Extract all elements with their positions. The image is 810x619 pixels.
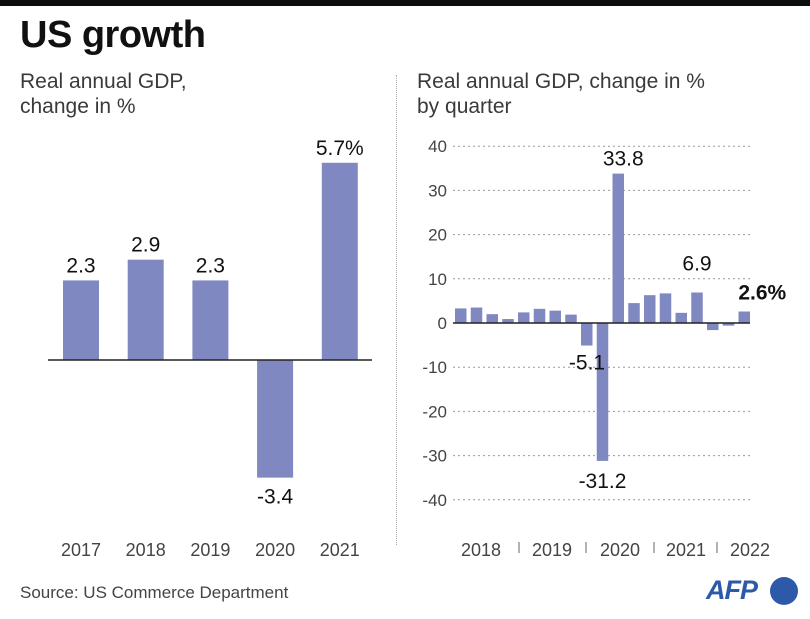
quarterly-y-tick-label: 20 (428, 226, 447, 245)
quarterly-y-tick-label: -20 (422, 402, 447, 421)
quarterly-annotation-label: -31.2 (579, 470, 627, 493)
annual-subtitle-line-2: change in % (20, 95, 136, 118)
quarterly-annotation-label: 33.8 (603, 148, 644, 171)
quarterly-year-label: 2020 (600, 540, 640, 560)
annual-data-label: -3.4 (257, 486, 294, 509)
source-note: Source: US Commerce Department (20, 583, 289, 602)
quarterly-y-tick-label: -40 (422, 491, 447, 510)
afp-logo-dot (770, 577, 798, 605)
annual-x-tick-label: 2021 (320, 540, 360, 560)
quarterly-y-tick-label: -10 (422, 358, 447, 377)
quarterly-annotation-label: -5.1 (569, 352, 605, 375)
quarterly-bar (486, 314, 498, 323)
quarterly-annotation-label: 2.6% (738, 282, 786, 305)
quarterly-y-tick-label: 30 (428, 181, 447, 200)
annual-data-label: 5.7% (316, 137, 364, 160)
annual-bar (63, 280, 99, 360)
quarterly-year-label: 2018 (461, 540, 501, 560)
quarterly-bar (675, 312, 687, 323)
quarterly-bar (644, 295, 656, 323)
page-title: US growth (20, 14, 206, 56)
annual-bar (321, 162, 358, 360)
quarterly-bar (565, 314, 577, 323)
quarterly-annotation-label: 6.9 (682, 253, 711, 276)
quarterly-bar (628, 303, 640, 323)
annual-gdp-chart: 2.3 2017 2.9 2018 2.3 2019 -3.4 2020 5.7% 2021 (48, 137, 372, 560)
quarterly-bar (659, 293, 672, 323)
quarterly-y-tick-label: 0 (438, 314, 447, 333)
quarterly-y-tick-label: 40 (428, 137, 447, 156)
quarterly-bar (707, 323, 719, 331)
quarterly-bar (502, 319, 514, 323)
annual-subtitle-line-1: Real annual GDP, (20, 70, 187, 93)
annual-x-tick-label: 2019 (190, 540, 230, 560)
quarterly-bar (455, 308, 467, 323)
quarterly-y-tick-label: -30 (422, 447, 447, 466)
annual-data-label: 2.3 (196, 254, 225, 277)
quarterly-year-label: 2021 (666, 540, 706, 560)
quarterly-gdp-chart: 40 30 20 10 0 -10 -20 -30 -40 -5.1 -31.2 33.8 6.9 2.6… (422, 137, 786, 560)
annual-bar (127, 259, 164, 360)
quarterly-bar (738, 311, 750, 323)
annual-bar (257, 360, 294, 478)
quarterly-bar (470, 307, 483, 323)
top-rule (0, 0, 810, 6)
quarterly-year-label: 2022 (730, 540, 770, 560)
annual-x-tick-label: 2017 (61, 540, 101, 560)
panel-divider (396, 75, 397, 545)
quarterly-bar (691, 292, 703, 323)
quarterly-chart-subtitle: Real annual GDP, change in % by quarter (417, 69, 705, 119)
quarterly-bar (722, 323, 735, 326)
quarterly-bar (533, 308, 546, 323)
annual-chart-subtitle: Real annual GDP, change in % (20, 69, 187, 119)
quarterly-year-label: 2019 (532, 540, 572, 560)
annual-x-tick-label: 2018 (126, 540, 166, 560)
quarterly-bar (549, 310, 561, 323)
quarterly-bar (612, 173, 624, 323)
quarterly-y-tick-label: 10 (428, 270, 447, 289)
quarterly-bar (581, 323, 593, 346)
annual-bar (192, 280, 229, 360)
quarterly-bar (596, 323, 609, 461)
quarterly-subtitle-line-1: Real annual GDP, change in % (417, 70, 705, 93)
afp-logo-text: AFP (706, 575, 758, 605)
annual-data-label: 2.3 (66, 254, 95, 277)
afp-logo: AFP (704, 575, 804, 611)
quarterly-bar (518, 312, 530, 323)
annual-x-tick-label: 2020 (255, 540, 295, 560)
quarterly-subtitle-line-2: by quarter (417, 95, 512, 118)
annual-data-label: 2.9 (131, 234, 160, 257)
